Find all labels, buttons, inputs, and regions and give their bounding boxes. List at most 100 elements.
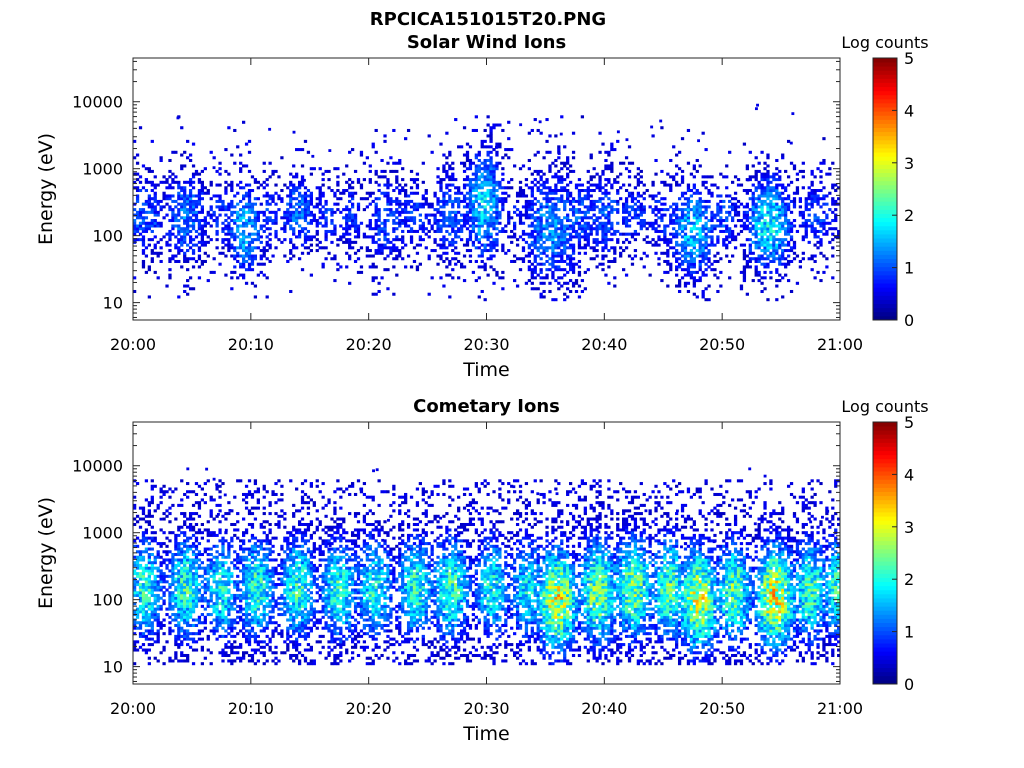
data-cell — [451, 240, 455, 244]
data-cell — [247, 208, 252, 212]
data-cell — [524, 178, 529, 182]
data-cell — [224, 148, 228, 152]
data-cell — [607, 249, 611, 253]
data-cell — [412, 259, 417, 263]
data-cell — [542, 246, 546, 250]
data-cell — [574, 183, 579, 187]
data-cell — [801, 169, 805, 173]
data-cell — [328, 149, 332, 152]
data-cell — [489, 178, 493, 182]
data-cell — [498, 197, 502, 201]
data-cell — [356, 202, 361, 206]
data-cell — [427, 229, 431, 233]
data-cell — [147, 596, 151, 600]
data-cell — [675, 202, 679, 206]
data-cell — [607, 213, 611, 217]
data-cell — [315, 202, 319, 206]
data-cell — [153, 270, 157, 274]
data-cell — [669, 186, 673, 190]
data-cell — [545, 273, 549, 277]
data-cell — [368, 164, 372, 168]
data-cell — [457, 205, 461, 209]
data-cell — [480, 199, 484, 203]
data-cell — [775, 178, 779, 182]
data-cell — [141, 208, 146, 212]
data-cell — [144, 615, 149, 619]
data-cell — [404, 221, 408, 225]
data-cell — [138, 517, 143, 521]
data-cell — [675, 216, 679, 220]
data-cell — [259, 249, 263, 253]
data-cell — [804, 227, 808, 231]
data-cell — [392, 265, 396, 269]
data-cell — [539, 246, 543, 250]
data-cell — [451, 268, 455, 272]
data-cell — [348, 213, 352, 217]
data-cell — [409, 216, 414, 220]
data-cell — [507, 235, 511, 239]
data-cell — [194, 229, 199, 233]
data-cell — [719, 229, 723, 233]
data-cell — [374, 169, 378, 173]
data-cell — [563, 145, 567, 149]
data-cell — [775, 229, 779, 233]
data-cell — [247, 254, 252, 258]
data-cell — [297, 235, 302, 239]
data-cell — [666, 270, 670, 274]
data-cell — [457, 219, 461, 223]
data-cell — [295, 202, 299, 206]
data-cell — [601, 169, 605, 173]
data-cell — [153, 197, 157, 201]
data-cell — [501, 276, 505, 280]
data-cell — [501, 205, 505, 209]
data-cell — [819, 180, 823, 184]
data-cell — [371, 191, 375, 195]
data-cell — [748, 150, 752, 154]
data-cell — [554, 221, 558, 225]
data-cell — [489, 197, 493, 201]
data-cell — [757, 254, 761, 258]
data-cell — [153, 618, 157, 622]
data-cell — [186, 232, 190, 236]
data-cell — [763, 238, 767, 242]
data-cell — [507, 216, 511, 220]
data-cell — [215, 219, 219, 223]
data-cell — [566, 189, 570, 193]
data-cell — [183, 569, 187, 573]
data-cell — [692, 265, 696, 269]
data-cell — [212, 166, 216, 170]
data-cell — [218, 213, 222, 217]
colorbar-frame — [872, 57, 898, 321]
data-cell — [480, 175, 484, 179]
data-cell — [757, 238, 761, 242]
data-cell — [309, 213, 313, 217]
data-cell — [159, 626, 163, 630]
data-cell — [521, 194, 526, 198]
data-cell — [336, 189, 340, 193]
data-cell — [530, 221, 534, 225]
data-cell — [471, 224, 476, 228]
data-cell — [147, 205, 151, 209]
data-cell — [253, 295, 258, 299]
data-cell — [710, 216, 714, 220]
data-cell — [312, 205, 316, 209]
data-cell — [766, 164, 770, 168]
data-cell — [486, 145, 490, 149]
data-cell — [242, 197, 246, 201]
data-cell — [350, 240, 355, 244]
data-cell — [607, 164, 611, 168]
data-cell — [212, 270, 216, 274]
data-cell — [295, 235, 299, 239]
data-cell — [286, 216, 290, 220]
data-cell — [292, 189, 296, 193]
data-cell — [683, 246, 688, 250]
data-cell — [480, 172, 484, 176]
data-cell — [277, 175, 281, 179]
data-cell — [686, 259, 691, 263]
data-cell — [559, 132, 563, 136]
data-cell — [177, 186, 181, 190]
data-cell — [701, 238, 705, 242]
data-cell — [159, 246, 163, 250]
data-cell — [156, 569, 160, 573]
data-cell — [424, 191, 428, 195]
